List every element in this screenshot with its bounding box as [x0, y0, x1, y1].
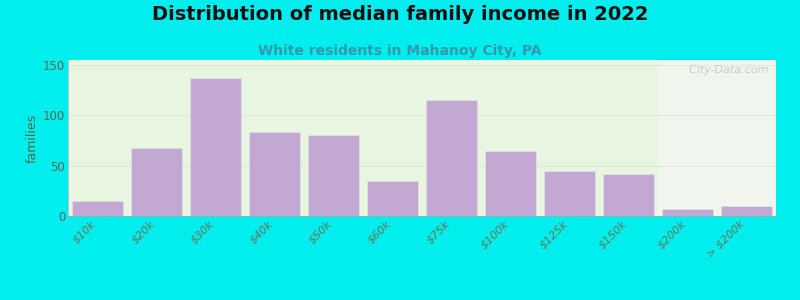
Text: City-Data.com: City-Data.com [682, 65, 769, 75]
Text: Distribution of median family income in 2022: Distribution of median family income in … [152, 4, 648, 23]
Bar [190, 78, 241, 216]
Bar [662, 209, 713, 216]
Bar [658, 60, 776, 216]
Bar [486, 151, 535, 216]
Y-axis label: families: families [26, 113, 39, 163]
Text: White residents in Mahanoy City, PA: White residents in Mahanoy City, PA [258, 44, 542, 58]
Bar [309, 136, 358, 216]
Bar [131, 148, 182, 216]
Bar [73, 201, 122, 216]
Bar [68, 60, 658, 216]
Bar [367, 181, 418, 216]
Bar [722, 206, 771, 216]
Bar [545, 171, 594, 216]
Bar [603, 174, 654, 216]
Bar [426, 100, 477, 216]
Bar [250, 133, 299, 216]
